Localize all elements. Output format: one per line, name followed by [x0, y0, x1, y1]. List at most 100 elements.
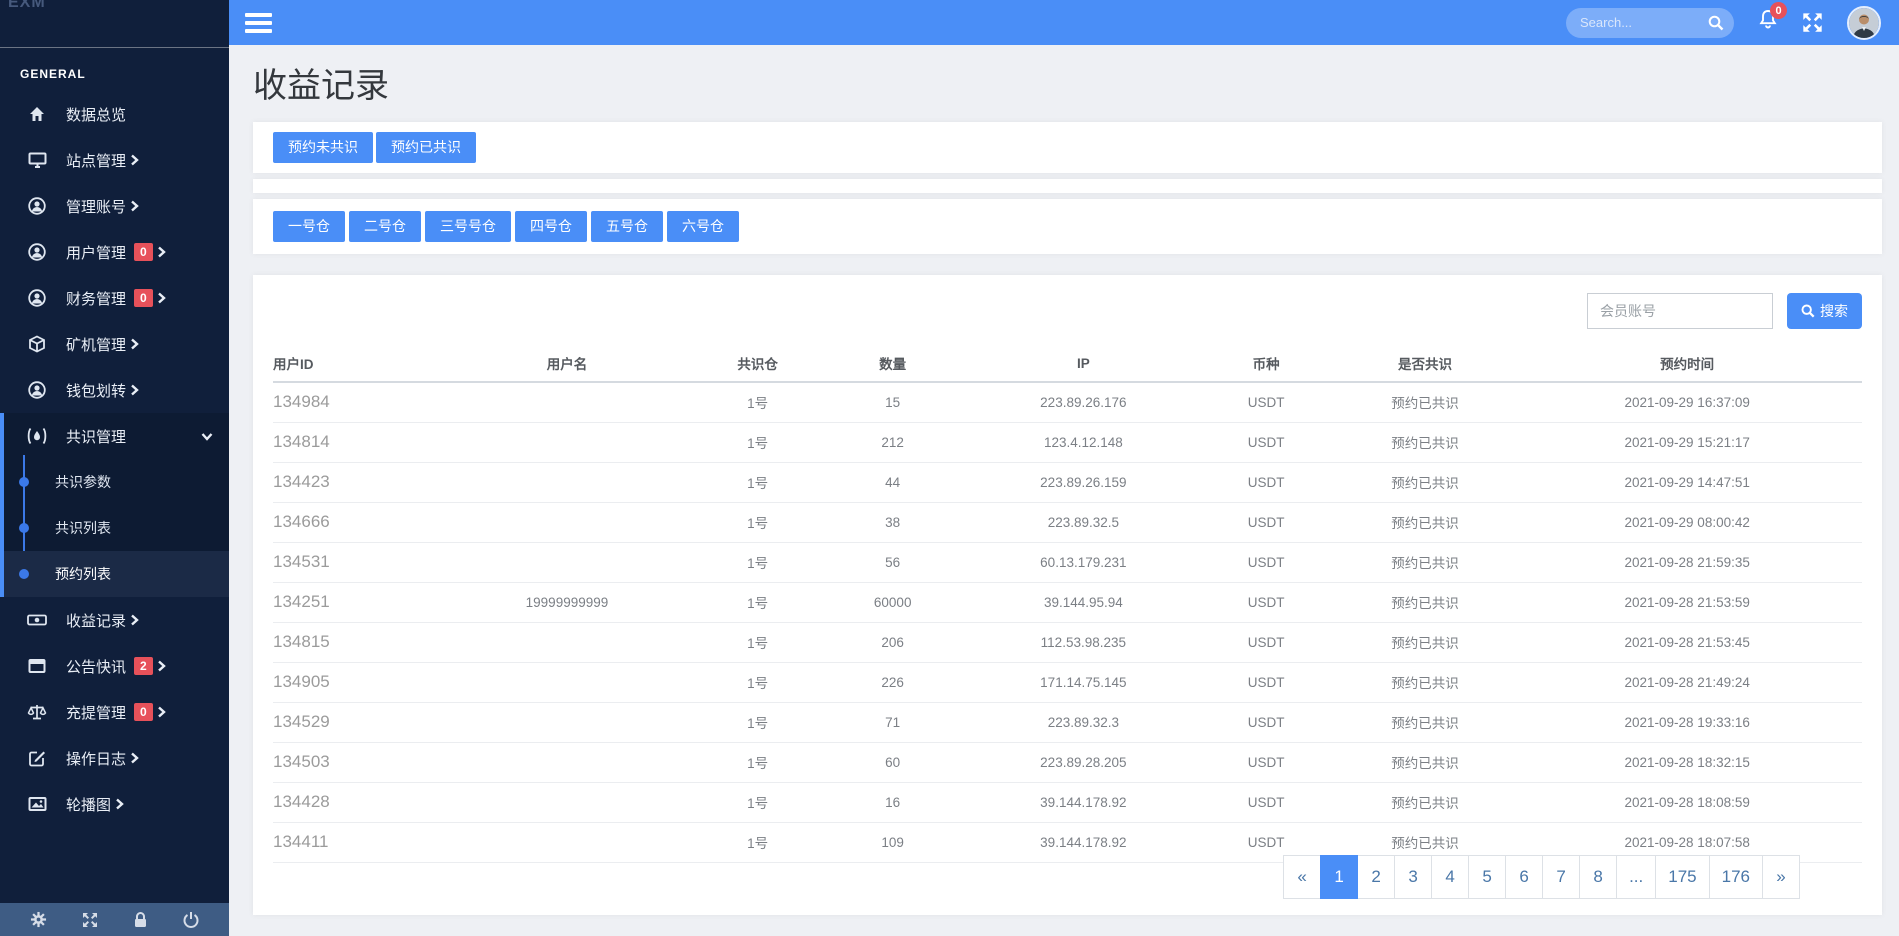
sidebar-item-announcements[interactable]: 公告快讯 2 [0, 643, 229, 689]
cell-ip: 223.89.32.5 [972, 502, 1195, 543]
sidebar-item-wallet-transfer[interactable]: 钱包划转 [0, 367, 229, 413]
home-icon [26, 105, 48, 123]
page-button[interactable]: 2 [1357, 855, 1396, 899]
sidebar-item-finance-management[interactable]: 财务管理 0 [0, 275, 229, 321]
cell-consensus: 预约已共识 [1337, 422, 1513, 463]
cell-coin: USDT [1194, 742, 1338, 783]
chevron-right-icon [130, 752, 139, 764]
expand-icon[interactable] [82, 912, 98, 928]
cell-username [431, 542, 703, 583]
cell-time: 2021-09-28 18:32:15 [1512, 742, 1862, 783]
sidebar-footer [0, 903, 229, 936]
cell-ip: 223.89.28.205 [972, 742, 1195, 783]
sidebar-subitem-consensus-list[interactable]: 共识列表 [4, 505, 229, 551]
cell-ip: 39.144.95.94 [972, 582, 1195, 623]
gear-icon[interactable] [30, 911, 47, 928]
search-input[interactable] [1566, 15, 1734, 30]
cell-quantity: 38 [813, 502, 973, 543]
warehouse-button[interactable]: 六号仓 [667, 211, 739, 242]
avatar[interactable] [1847, 5, 1881, 40]
fullscreen-button[interactable] [1802, 12, 1823, 33]
page-button[interactable]: 176 [1708, 855, 1763, 899]
warehouse-button[interactable]: 一号仓 [273, 211, 345, 242]
sidebar-subitem-label: 预约列表 [55, 566, 111, 582]
warehouse-card: 一号仓 二号仓 三号号仓 四号仓 五号仓 六号仓 [253, 199, 1882, 254]
cell-warehouse: 1号 [702, 502, 814, 543]
sidebar-subitem-consensus-params[interactable]: 共识参数 [4, 459, 229, 505]
page-button[interactable]: 175 [1655, 855, 1710, 899]
col-header-consensus: 是否共识 [1337, 353, 1513, 383]
user-circle-icon [26, 243, 48, 261]
sidebar-item-operation-logs[interactable]: 操作日志 [0, 735, 229, 781]
member-account-input[interactable] [1587, 293, 1773, 329]
sidebar-item-label: 用户管理 [66, 244, 127, 262]
cube-icon [26, 335, 48, 353]
cell-consensus: 预约已共识 [1337, 502, 1513, 543]
sidebar-item-data-overview[interactable]: 数据总览 [0, 91, 229, 137]
sidebar-subitem-reservation-list[interactable]: 预约列表 [4, 551, 229, 597]
page-button[interactable]: » [1762, 855, 1800, 899]
hamburger-menu-icon[interactable] [245, 9, 272, 37]
page-button[interactable]: 1 [1320, 855, 1359, 899]
warehouse-button[interactable]: 五号仓 [591, 211, 663, 242]
page-button[interactable]: 8 [1579, 855, 1618, 899]
warehouse-button[interactable]: 三号号仓 [425, 211, 511, 242]
sidebar-item-admin-accounts[interactable]: 管理账号 [0, 183, 229, 229]
tab-button[interactable]: 预约已共识 [376, 132, 476, 163]
cell-username [431, 702, 703, 743]
search-button[interactable]: 搜索 [1787, 293, 1862, 329]
lock-icon[interactable] [133, 911, 148, 928]
scales-icon [26, 703, 48, 721]
cell-coin: USDT [1194, 622, 1338, 663]
chevron-right-icon [157, 292, 166, 304]
cell-warehouse: 1号 [702, 542, 814, 583]
cell-coin: USDT [1194, 382, 1338, 423]
notification-count-badge: 0 [1770, 2, 1787, 19]
cell-coin: USDT [1194, 422, 1338, 463]
search-icon[interactable] [1708, 15, 1724, 36]
cell-user-id: 134666 [273, 502, 432, 543]
warehouse-button[interactable]: 二号仓 [349, 211, 421, 242]
cell-time: 2021-09-29 14:47:51 [1512, 462, 1862, 503]
cell-time: 2021-09-28 19:33:16 [1512, 702, 1862, 743]
notifications-button[interactable]: 0 [1758, 2, 1787, 36]
cell-quantity: 15 [813, 382, 973, 423]
page-button[interactable]: 7 [1542, 855, 1581, 899]
cell-time: 2021-09-28 21:53:45 [1512, 622, 1862, 663]
page-button[interactable]: ... [1616, 855, 1657, 899]
cell-username: 19999999999 [431, 582, 703, 623]
cell-user-id: 134905 [273, 662, 432, 703]
power-icon[interactable] [183, 911, 199, 928]
chevron-right-icon [157, 706, 166, 718]
sidebar-item-label: 操作日志 [66, 750, 127, 768]
sidebar-item-carousel[interactable]: 轮播图 [0, 781, 229, 827]
page-button[interactable]: 4 [1431, 855, 1470, 899]
cell-consensus: 预约已共识 [1337, 462, 1513, 503]
sidebar-item-income-records[interactable]: 收益记录 [0, 597, 229, 643]
cell-quantity: 206 [813, 622, 973, 663]
sidebar-item-deposit-withdraw[interactable]: 充提管理 0 [0, 689, 229, 735]
cell-user-id: 134531 [273, 542, 432, 583]
page-button[interactable]: 6 [1505, 855, 1544, 899]
cell-ip: 39.144.178.92 [972, 822, 1195, 863]
sidebar-item-consensus-management[interactable]: 共识管理 [4, 413, 229, 459]
tabs-card: 预约未共识 预约已共识 [253, 122, 1882, 173]
table-row: 134666 1号 38 223.89.32.5 USDT 预约已共识 2021… [273, 502, 1862, 543]
cell-ip: 123.4.12.148 [972, 422, 1195, 463]
sidebar-item-user-management[interactable]: 用户管理 0 [0, 229, 229, 275]
cell-username [431, 742, 703, 783]
sidebar-item-label: 钱包划转 [66, 382, 127, 400]
tab-button[interactable]: 预约未共识 [273, 132, 373, 163]
sidebar-item-label: 数据总览 [66, 106, 127, 124]
warehouse-button[interactable]: 四号仓 [515, 211, 587, 242]
page-button[interactable]: 5 [1468, 855, 1507, 899]
sidebar-item-site-management[interactable]: 站点管理 [0, 137, 229, 183]
app-logo: EXM [8, 0, 46, 11]
page-button[interactable]: « [1283, 855, 1322, 899]
table-row: 134428 1号 16 39.144.178.92 USDT 预约已共识 20… [273, 782, 1862, 823]
page-button[interactable]: 3 [1394, 855, 1433, 899]
cell-consensus: 预约已共识 [1337, 382, 1513, 423]
cell-warehouse: 1号 [702, 782, 814, 823]
sidebar-item-miner-management[interactable]: 矿机管理 [0, 321, 229, 367]
